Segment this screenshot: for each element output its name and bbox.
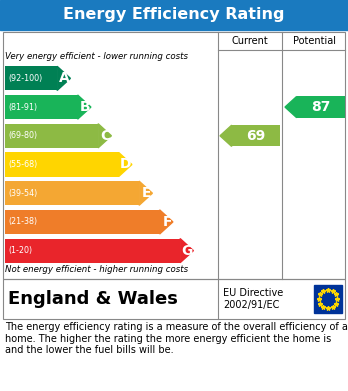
Bar [5,210,160,234]
Text: A: A [59,71,69,85]
Text: (69-80): (69-80) [8,131,37,140]
Text: (92-100): (92-100) [8,74,42,83]
Text: (21-38): (21-38) [8,217,37,226]
Bar [5,239,180,263]
Bar [3,32,345,279]
Bar [5,66,57,90]
Bar [0,0,348,30]
Polygon shape [78,95,91,119]
Bar [5,95,78,119]
Polygon shape [285,97,297,118]
Polygon shape [98,124,111,148]
Bar [297,97,345,118]
Bar [232,125,280,146]
Bar [5,124,98,148]
Text: Not energy efficient - higher running costs: Not energy efficient - higher running co… [5,265,188,274]
Text: 87: 87 [311,100,331,114]
Text: Energy Efficiency Rating: Energy Efficiency Rating [63,7,285,23]
Text: (39-54): (39-54) [8,189,37,198]
Text: Very energy efficient - lower running costs: Very energy efficient - lower running co… [5,52,188,61]
Text: Current: Current [232,36,268,46]
Text: Potential: Potential [293,36,337,46]
Polygon shape [139,181,152,205]
Text: EU Directive
2002/91/EC: EU Directive 2002/91/EC [223,288,283,310]
Text: The energy efficiency rating is a measure of the overall efficiency of a home. T: The energy efficiency rating is a measur… [5,322,348,355]
Text: (1-20): (1-20) [8,246,32,255]
Polygon shape [180,239,193,263]
Text: (55-68): (55-68) [8,160,37,169]
Polygon shape [220,125,232,146]
Polygon shape [119,152,132,177]
Bar [5,181,139,205]
Text: E: E [142,186,151,200]
Bar [3,279,345,319]
Text: England & Wales: England & Wales [8,290,178,308]
Text: C: C [100,129,110,143]
Text: B: B [79,100,90,114]
Text: 69: 69 [246,129,266,143]
Bar [314,285,342,313]
Polygon shape [160,210,173,234]
Bar [5,152,119,177]
Polygon shape [57,66,70,90]
Text: D: D [119,158,131,172]
Text: F: F [163,215,172,229]
Text: (81-91): (81-91) [8,102,37,111]
Text: G: G [181,244,192,258]
